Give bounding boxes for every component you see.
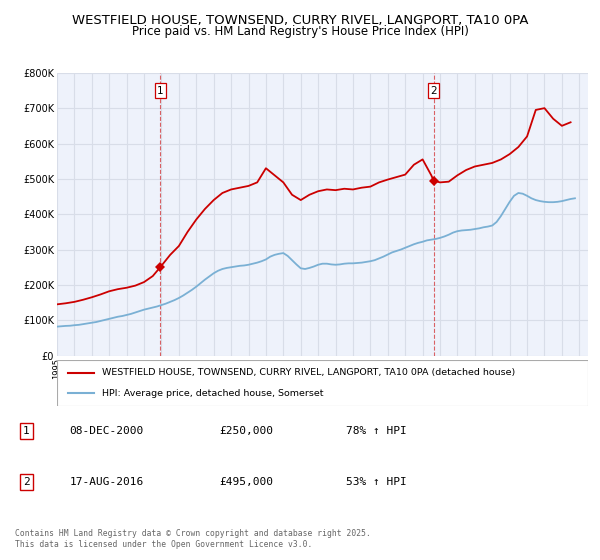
Text: WESTFIELD HOUSE, TOWNSEND, CURRY RIVEL, LANGPORT, TA10 0PA (detached house): WESTFIELD HOUSE, TOWNSEND, CURRY RIVEL, … [102,368,515,377]
Text: 78% ↑ HPI: 78% ↑ HPI [346,426,407,436]
Text: £495,000: £495,000 [220,477,274,487]
Text: 1: 1 [23,426,30,436]
Text: WESTFIELD HOUSE, TOWNSEND, CURRY RIVEL, LANGPORT, TA10 0PA: WESTFIELD HOUSE, TOWNSEND, CURRY RIVEL, … [72,14,528,27]
Text: £250,000: £250,000 [220,426,274,436]
Text: 17-AUG-2016: 17-AUG-2016 [70,477,144,487]
Text: Contains HM Land Registry data © Crown copyright and database right 2025.
This d: Contains HM Land Registry data © Crown c… [15,529,371,549]
Text: 53% ↑ HPI: 53% ↑ HPI [346,477,407,487]
Text: HPI: Average price, detached house, Somerset: HPI: Average price, detached house, Some… [102,389,323,398]
Text: 08-DEC-2000: 08-DEC-2000 [70,426,144,436]
Text: 2: 2 [23,477,30,487]
FancyBboxPatch shape [57,360,588,406]
Text: 2: 2 [430,86,437,96]
Text: Price paid vs. HM Land Registry's House Price Index (HPI): Price paid vs. HM Land Registry's House … [131,25,469,38]
Text: 1: 1 [157,86,164,96]
